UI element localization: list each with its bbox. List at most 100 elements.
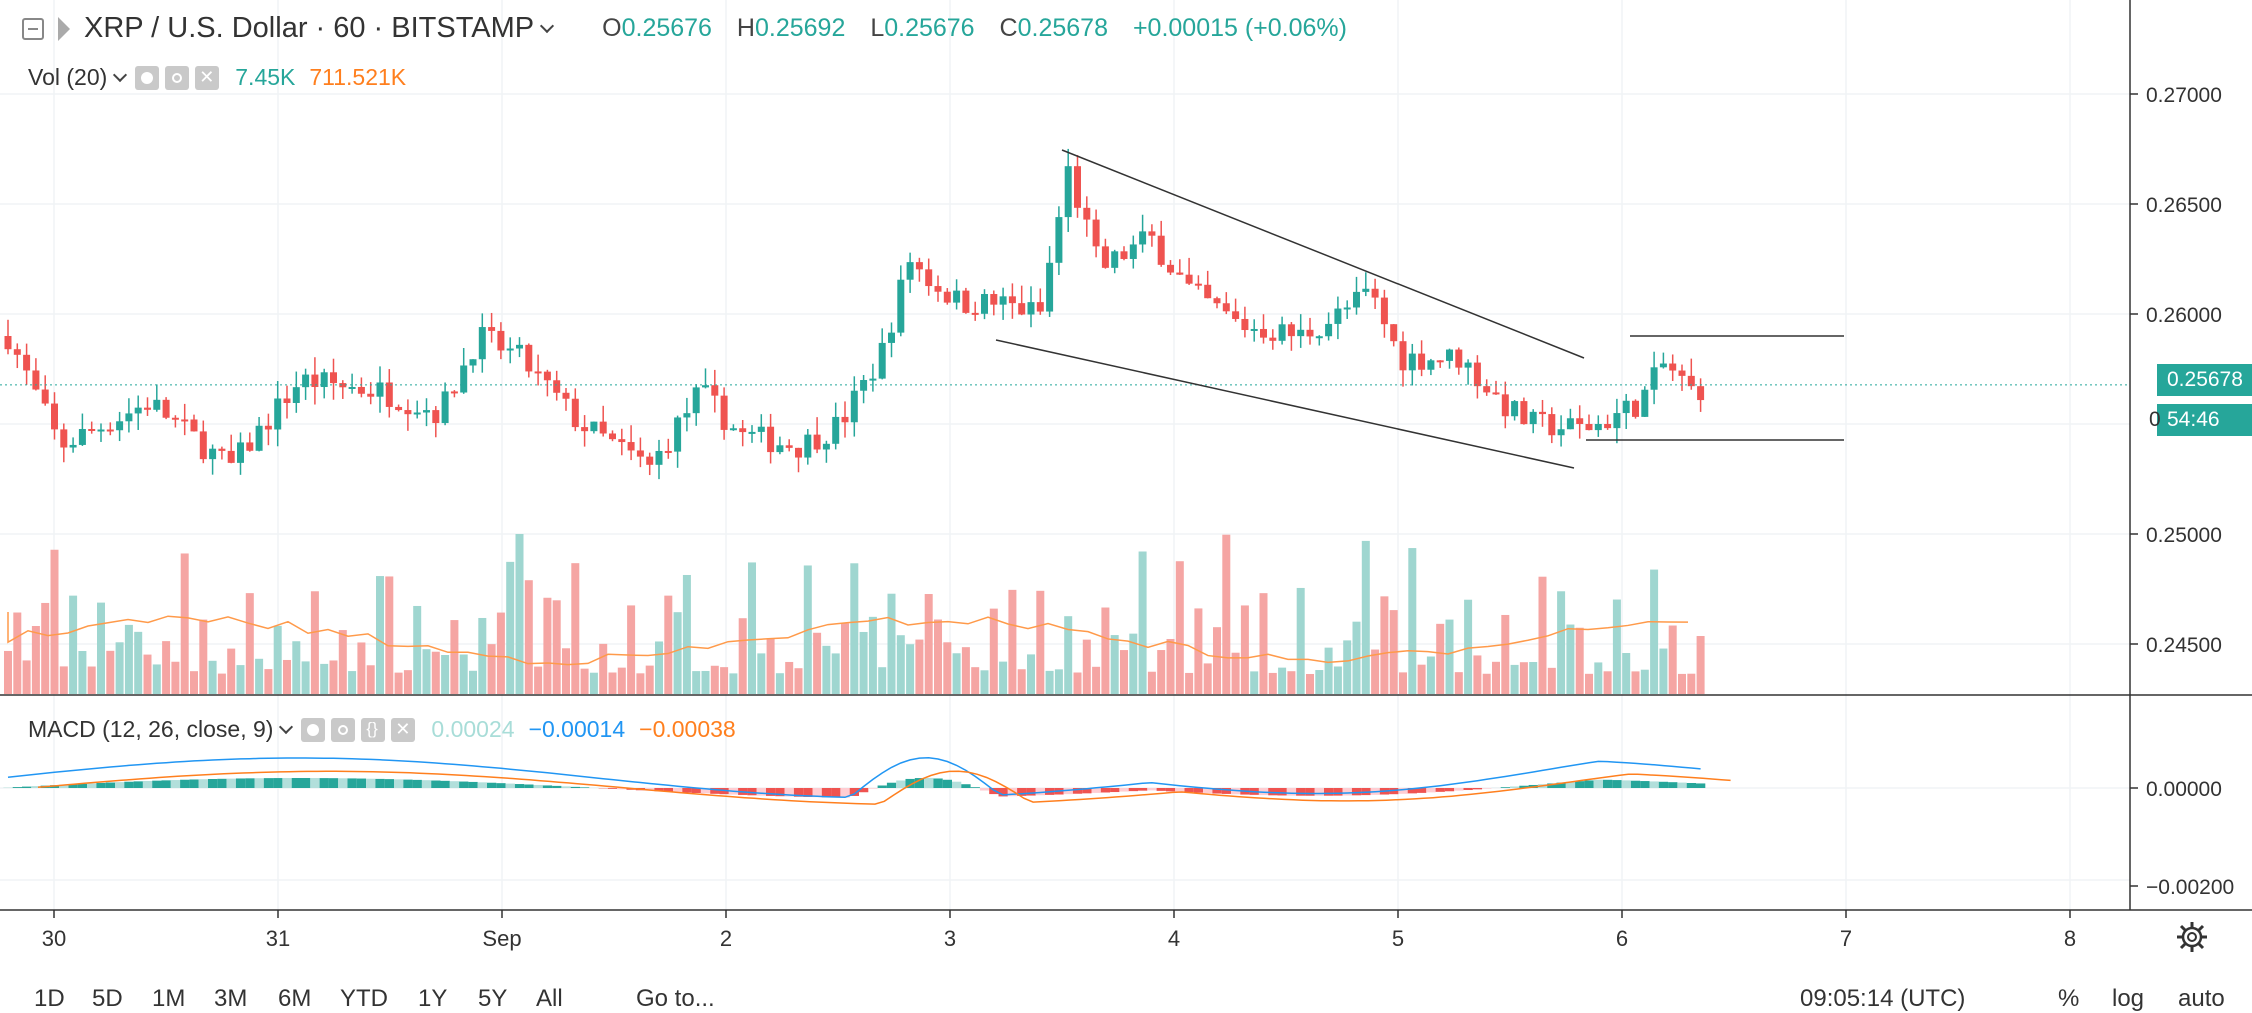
macd-histogram-bar: [1612, 780, 1621, 788]
macd-histogram-bar: [1026, 788, 1035, 796]
macd-histogram-bar: [413, 780, 422, 788]
range-1d[interactable]: 1D: [34, 985, 65, 1013]
candle-body: [1121, 251, 1128, 259]
macd-histogram-bar: [357, 779, 366, 788]
eye-icon[interactable]: [135, 66, 159, 90]
range-5d[interactable]: 5D: [92, 985, 123, 1013]
range-ytd[interactable]: YTD: [340, 985, 388, 1013]
volume-bar: [1167, 639, 1175, 694]
candle-body: [907, 262, 914, 280]
macd-histogram-bar: [1296, 788, 1305, 796]
candle-body: [5, 336, 12, 349]
time-tick-label: 5: [1392, 926, 1404, 951]
range-3m[interactable]: 3M: [214, 985, 247, 1013]
macd-legend[interactable]: MACD (12, 26, close, 9) 0.00024 −0.00014…: [28, 716, 736, 743]
candle-body: [1530, 412, 1537, 424]
volume-bar: [1576, 628, 1584, 694]
goto-button[interactable]: Go to...: [636, 985, 715, 1013]
macd-histogram-bar: [245, 778, 254, 788]
utc-clock[interactable]: 09:05:14 (UTC): [1800, 985, 1965, 1013]
auto-toggle[interactable]: auto: [2178, 985, 2225, 1013]
volume-bar: [385, 576, 393, 694]
candle-body: [1520, 401, 1527, 424]
range-1m[interactable]: 1M: [152, 985, 185, 1013]
macd-line-value: −0.00014: [529, 716, 626, 743]
macd-histogram-bar: [1464, 788, 1473, 790]
volume-bar: [1185, 673, 1193, 694]
candle-body: [460, 365, 467, 392]
volume-bar: [1501, 615, 1509, 694]
volume-bar: [1204, 663, 1212, 694]
macd-histogram-bar: [952, 782, 961, 788]
volume-bar: [860, 632, 868, 694]
chevron-down-icon[interactable]: [113, 67, 127, 81]
volume-bar: [69, 596, 77, 694]
volume-bar: [367, 665, 375, 694]
volume-bar: [348, 671, 356, 694]
volume-bar: [1641, 670, 1649, 694]
macd-histogram-bar: [152, 781, 161, 788]
candle-body: [1297, 330, 1304, 336]
volume-label[interactable]: Vol (20): [28, 64, 107, 91]
range-1y[interactable]: 1Y: [418, 985, 447, 1013]
eye-icon[interactable]: [301, 718, 325, 742]
candle-body: [1037, 302, 1044, 311]
volume-bar: [246, 593, 254, 694]
candle-body: [1139, 231, 1146, 244]
macd-histogram-bar: [96, 783, 105, 788]
macd-histogram-bar: [1659, 782, 1668, 788]
volume-bar: [1325, 648, 1333, 694]
gear-icon[interactable]: [331, 718, 355, 742]
percent-toggle[interactable]: %: [2058, 985, 2079, 1013]
open-value: 0.25676: [622, 14, 712, 42]
macd-histogram-bar: [1324, 788, 1333, 796]
chevron-down-icon[interactable]: [279, 719, 293, 733]
macd-label[interactable]: MACD (12, 26, close, 9): [28, 716, 273, 743]
candle-body: [842, 417, 849, 422]
macd-histogram-bar: [1445, 788, 1454, 791]
candle-body: [116, 421, 123, 430]
volume-bar: [1604, 671, 1612, 694]
volume-bar: [1362, 541, 1370, 694]
candle-body: [656, 451, 663, 465]
volume-bar: [125, 625, 133, 694]
settings-gear-icon[interactable]: [2175, 920, 2209, 954]
macd-histogram-bar: [608, 788, 617, 789]
range-all[interactable]: All: [536, 985, 563, 1013]
volume-bar: [1520, 662, 1528, 694]
symbol-title[interactable]: XRP / U.S. Dollar · 60 · BITSTAMP: [84, 12, 534, 45]
volume-legend[interactable]: Vol (20) 7.45K 711.521K: [28, 64, 406, 91]
candle-body: [851, 391, 858, 423]
candle-body: [786, 445, 793, 448]
range-5y[interactable]: 5Y: [478, 985, 507, 1013]
symbol-legend[interactable]: XRP / U.S. Dollar · 60 · BITSTAMP O0.256…: [22, 12, 1365, 45]
volume-bar: [4, 651, 12, 694]
candle-body: [237, 442, 244, 462]
chevron-down-icon[interactable]: [540, 18, 554, 32]
close-icon[interactable]: [195, 66, 219, 90]
volume-bar: [171, 662, 179, 694]
candle-body: [544, 372, 551, 381]
candle-body: [1260, 329, 1267, 338]
volume-bar: [1278, 668, 1286, 694]
source-code-icon[interactable]: [361, 718, 385, 742]
volume-bar: [571, 563, 579, 694]
candle-body: [1167, 265, 1174, 273]
log-toggle[interactable]: log: [2112, 985, 2144, 1013]
candle-body: [572, 399, 579, 427]
macd-histogram-bar: [329, 778, 338, 788]
gear-icon[interactable]: [165, 66, 189, 90]
candle-body: [1241, 319, 1248, 330]
close-icon[interactable]: [391, 718, 415, 742]
macd-histogram-bar: [1352, 788, 1361, 795]
bar-countdown-label: 54:46: [2157, 404, 2252, 436]
volume-bar: [497, 613, 505, 694]
volume-bar: [1418, 665, 1426, 694]
volume-bar: [1036, 591, 1044, 694]
candle-body: [804, 435, 811, 458]
range-6m[interactable]: 6M: [278, 985, 311, 1013]
candle-body: [1641, 390, 1648, 417]
collapse-icon[interactable]: [22, 18, 44, 40]
macd-histogram-bar: [208, 779, 217, 788]
